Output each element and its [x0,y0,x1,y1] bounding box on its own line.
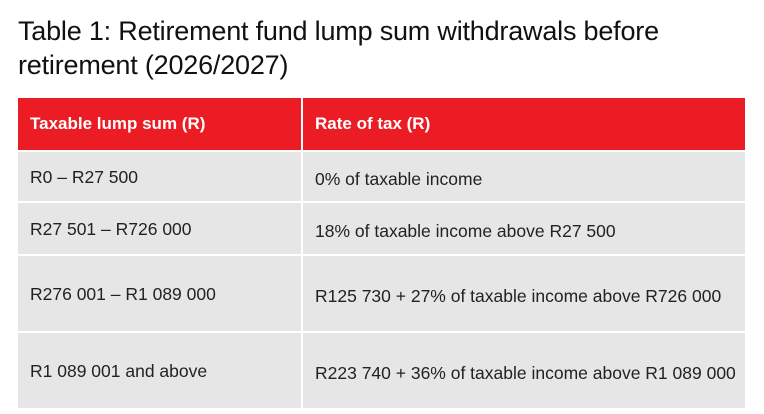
table-row: R0 – R27 500 0% of taxable income [18,150,745,201]
lump-sum-cell: R0 – R27 500 [18,150,303,201]
lump-sum-cell: R276 001 – R1 089 000 [18,254,303,331]
lump-sum-cell: R1 089 001 and above [18,331,303,408]
table-row: R276 001 – R1 089 000 R125 730 + 27% of … [18,254,745,331]
rate-cell: R125 730 + 27% of taxable income above R… [303,254,745,331]
table-header-row: Taxable lump sum (R) Rate of tax (R) [18,98,745,150]
table-row: R1 089 001 and above R223 740 + 36% of t… [18,331,745,408]
rate-cell: R223 740 + 36% of taxable income above R… [303,331,745,408]
lump-sum-cell: R27 501 – R726 000 [18,201,303,254]
table-title: Table 1: Retirement fund lump sum withdr… [18,16,659,80]
tax-rate-table: Taxable lump sum (R) Rate of tax (R) R0 … [18,98,745,408]
rate-cell: 0% of taxable income [303,150,745,201]
table-row: R27 501 – R726 000 18% of taxable income… [18,201,745,254]
rate-cell: 18% of taxable income above R27 500 [303,201,745,254]
column-header-lump-sum: Taxable lump sum (R) [18,98,303,150]
column-header-rate: Rate of tax (R) [303,98,745,150]
